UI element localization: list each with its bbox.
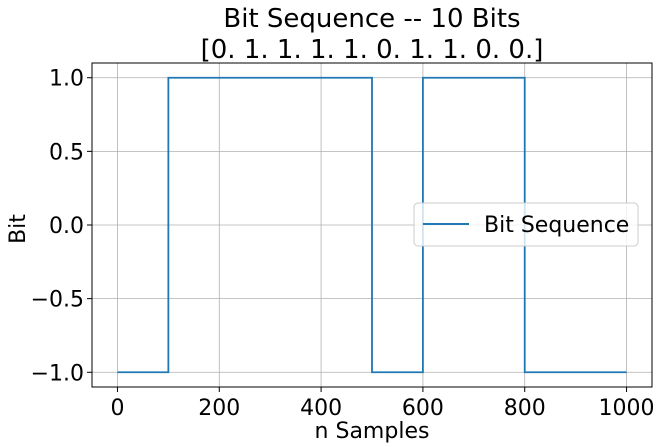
ticks: 0 200 400 600 800 1000 −1.0 −0.5 0.0 0.5 1.0 xyxy=(31,67,655,421)
y-tick-label: 1.0 xyxy=(49,67,84,92)
x-tick-label: 400 xyxy=(300,396,342,421)
x-tick-label: 1000 xyxy=(599,396,655,421)
y-tick-label: 0.0 xyxy=(49,214,84,239)
legend-label-bit-sequence: Bit Sequence xyxy=(484,213,629,238)
chart-title: Bit Sequence -- 10 Bits xyxy=(223,4,520,34)
x-tick-label: 600 xyxy=(402,396,444,421)
chart-subtitle: [0. 1. 1. 1. 1. 0. 1. 1. 0. 0.] xyxy=(201,35,544,65)
x-axis-label: n Samples xyxy=(315,419,430,444)
legend: Bit Sequence xyxy=(413,202,639,247)
y-tick-label: −0.5 xyxy=(31,288,84,313)
x-tick-label: 200 xyxy=(198,396,240,421)
legend-box xyxy=(413,202,639,247)
y-tick-label: −1.0 xyxy=(31,361,84,386)
y-axis-label: Bit xyxy=(6,214,31,244)
x-tick-label: 800 xyxy=(504,396,546,421)
y-tick-label: 0.5 xyxy=(49,140,84,165)
x-tick-label: 0 xyxy=(110,396,124,421)
